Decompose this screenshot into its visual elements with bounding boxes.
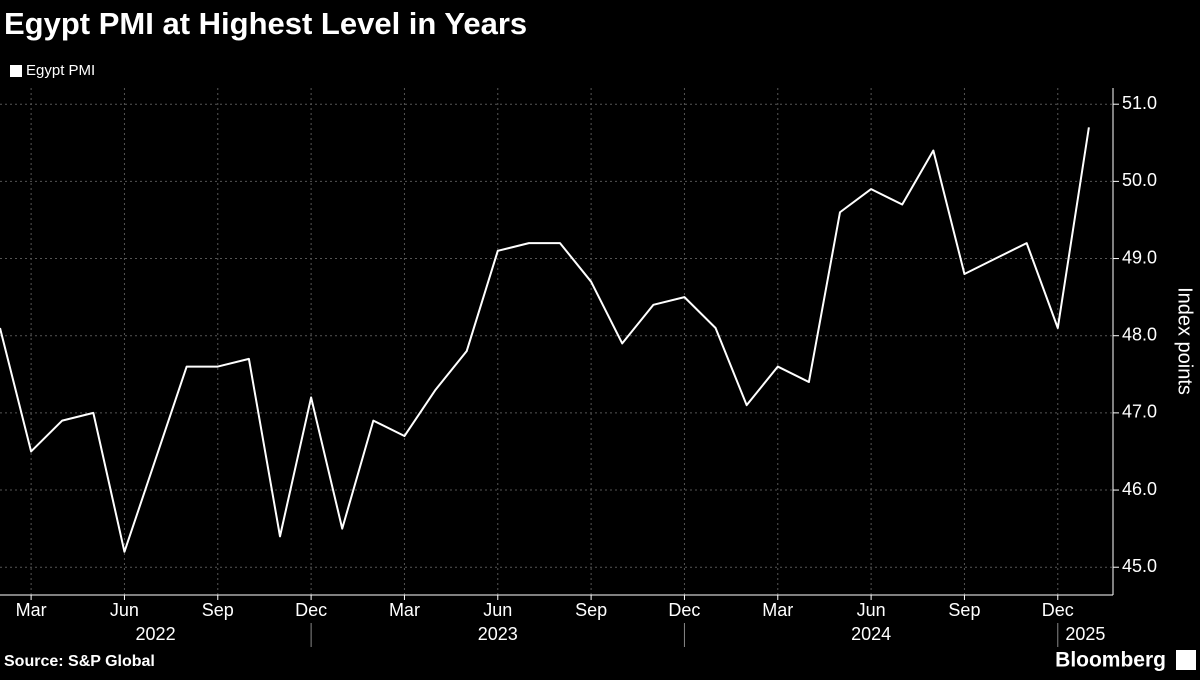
x-tick-label: Dec [668, 600, 700, 620]
y-tick-label: 45.0 [1122, 556, 1157, 576]
year-label: 2024 [851, 624, 891, 644]
y-tick-label: 48.0 [1122, 324, 1157, 344]
year-label: 2022 [136, 624, 176, 644]
legend-label: Egypt PMI [26, 62, 95, 79]
series-line [0, 127, 1090, 553]
y-tick-label: 47.0 [1122, 402, 1157, 422]
source: Source: S&P Global [4, 653, 155, 670]
x-tick-label: Dec [1042, 600, 1074, 620]
x-tick-label: Sep [575, 600, 607, 620]
y-tick-label: 49.0 [1122, 247, 1157, 267]
y-tick-label: 51.0 [1122, 93, 1157, 113]
x-tick-label: Sep [202, 600, 234, 620]
chart-title: Egypt PMI at Highest Level in Years [4, 6, 527, 41]
x-tick-label: Mar [389, 600, 420, 620]
x-tick-label: Sep [948, 600, 980, 620]
brand-icon [1176, 650, 1196, 670]
legend-swatch [10, 65, 22, 77]
y-tick-label: 46.0 [1122, 479, 1157, 499]
y-tick-label: 50.0 [1122, 170, 1157, 190]
year-label: 2025 [1065, 624, 1105, 644]
x-tick-label: Mar [16, 600, 47, 620]
x-tick-label: Jun [110, 600, 139, 620]
x-tick-label: Jun [857, 600, 886, 620]
x-tick-label: Jun [483, 600, 512, 620]
x-tick-label: Dec [295, 600, 327, 620]
year-label: 2023 [478, 624, 518, 644]
y-axis-label: Index points [1174, 287, 1196, 395]
x-tick-label: Mar [762, 600, 793, 620]
brand: Bloomberg [1055, 649, 1166, 672]
